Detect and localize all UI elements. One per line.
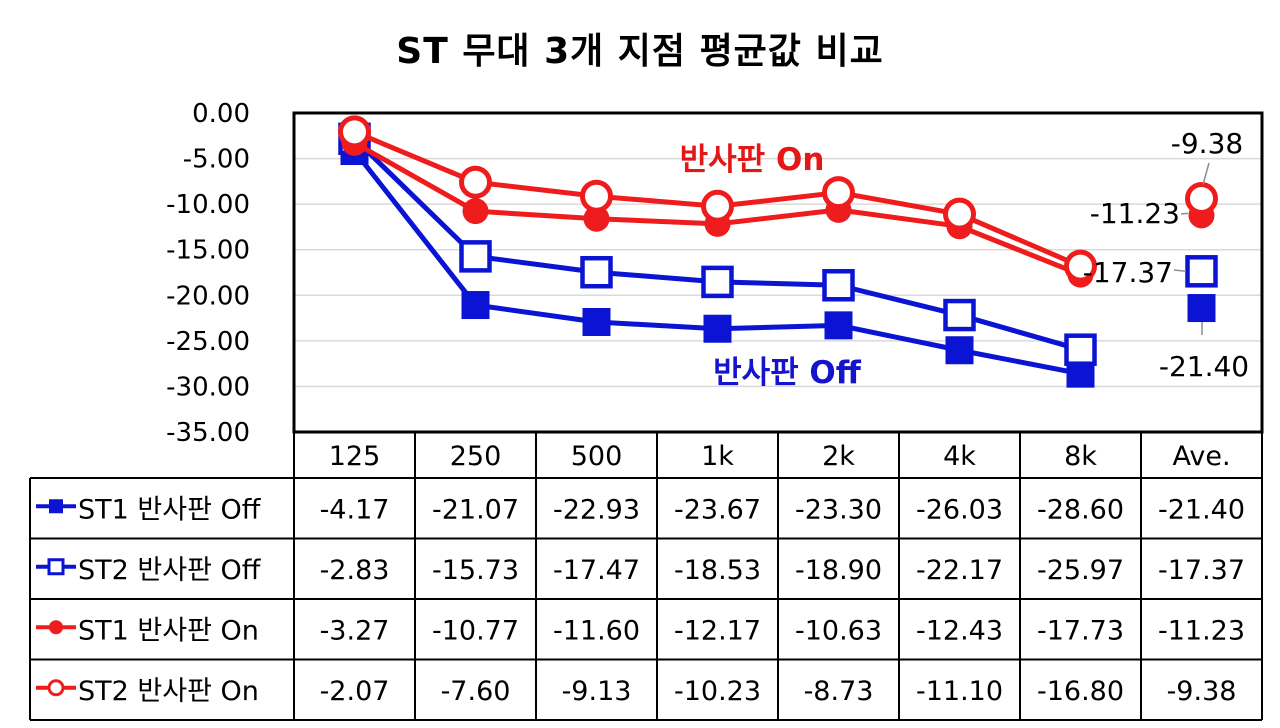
table-cell: -10.63 xyxy=(795,615,882,646)
table-cell: -2.07 xyxy=(320,676,390,707)
y-tick-label: -10.00 xyxy=(166,190,250,220)
table-cell: -9.38 xyxy=(1167,676,1237,707)
table-cell: -18.53 xyxy=(674,555,761,586)
table-cell: -23.30 xyxy=(795,494,882,525)
table-cell: -11.60 xyxy=(553,615,640,646)
category-label: 125 xyxy=(329,441,381,472)
y-axis-ticks: 0.00 -5.00 -10.00 -15.00 -20.00 -25.00 -30.00 -… xyxy=(166,99,250,448)
table-cell: -15.73 xyxy=(432,555,519,586)
table-cell: -28.60 xyxy=(1037,494,1124,525)
category-label: Ave. xyxy=(1172,441,1230,472)
data-point xyxy=(582,307,611,336)
table-cell: -21.07 xyxy=(432,494,519,525)
y-tick-label: -25.00 xyxy=(166,327,250,357)
data-point xyxy=(583,205,610,232)
data-point xyxy=(580,179,613,213)
data-point xyxy=(459,165,492,199)
legend-marker xyxy=(47,558,65,576)
data-point xyxy=(338,115,371,149)
y-tick-label: -20.00 xyxy=(166,281,250,311)
legend-label: ST2 반사판 On xyxy=(78,676,259,707)
legend-marker xyxy=(49,499,63,514)
table-cell: -10.23 xyxy=(674,676,761,707)
legend-marker xyxy=(49,620,63,635)
legend-key xyxy=(36,499,76,514)
data-point xyxy=(701,265,734,299)
data-point xyxy=(945,336,974,365)
category-label: 250 xyxy=(450,441,502,472)
series-4 xyxy=(338,115,1218,283)
data-point xyxy=(1064,249,1097,283)
category-label: 1k xyxy=(701,441,734,472)
data-point xyxy=(461,291,490,320)
data-point xyxy=(822,176,855,210)
data-point xyxy=(943,298,976,332)
leader-line xyxy=(1202,162,1210,185)
table-cell: -12.17 xyxy=(674,615,761,646)
data-point xyxy=(1185,255,1218,288)
data-point xyxy=(824,311,853,340)
table-cell: -17.73 xyxy=(1037,615,1124,646)
table-cell: -2.83 xyxy=(320,555,390,586)
annotation-on: 반사판 On xyxy=(680,142,825,178)
table-cell: -10.77 xyxy=(432,615,519,646)
ave-data-label: -21.40 xyxy=(1159,350,1249,383)
data-point xyxy=(459,240,492,273)
legend-label: ST1 반사판 Off xyxy=(78,494,262,525)
ave-data-label: -9.38 xyxy=(1171,127,1243,160)
table-cell: -25.97 xyxy=(1037,555,1124,586)
y-tick-label: -15.00 xyxy=(166,236,250,266)
category-label: 2k xyxy=(822,441,855,472)
data-point xyxy=(822,269,855,302)
table-cell: -8.73 xyxy=(804,676,874,707)
ave-data-label: -11.23 xyxy=(1090,197,1180,230)
table-cell: -4.17 xyxy=(320,494,390,525)
table-cell: -18.90 xyxy=(795,555,882,586)
category-label: 4k xyxy=(943,441,976,472)
chart-title: ST 무대 3개 지점 평균값 비교 xyxy=(396,31,884,72)
legend-key xyxy=(36,620,76,635)
data-point xyxy=(701,189,734,223)
ave-data-label: -17.37 xyxy=(1083,256,1173,289)
data-point xyxy=(462,198,489,225)
legend-label: ST1 반사판 On xyxy=(78,615,259,646)
table-cell: -22.17 xyxy=(916,555,1003,586)
annotations: 반사판 On 반사판 Off -9.38 -11.23 -17.37 -21.40 xyxy=(680,127,1250,391)
data-point xyxy=(943,197,976,231)
table-cell: -11.10 xyxy=(916,676,1003,707)
y-tick-label: -5.00 xyxy=(183,145,250,175)
data-point xyxy=(1187,294,1216,323)
leader-line xyxy=(1180,212,1189,215)
y-tick-label: 0.00 xyxy=(192,99,250,129)
leader-line xyxy=(1173,269,1187,273)
data-point xyxy=(1064,333,1097,366)
table-cell: -26.03 xyxy=(916,494,1003,525)
category-label: 500 xyxy=(571,441,623,472)
table-cell: -23.67 xyxy=(674,494,761,525)
data-point xyxy=(580,255,613,289)
table-cell: -7.60 xyxy=(441,676,511,707)
category-label: 8k xyxy=(1064,441,1097,472)
table-cell: -22.93 xyxy=(553,494,640,525)
table-cell: -12.43 xyxy=(916,615,1003,646)
table-cell: -9.13 xyxy=(562,676,632,707)
series-lines xyxy=(338,115,1218,388)
table-cell: -17.37 xyxy=(1158,555,1245,586)
data-table: 125 250 500 1k 2k 4k 8k Ave. ST1 반사판 Off -4.17 -21… xyxy=(29,431,1263,721)
table-cell: -21.40 xyxy=(1158,494,1245,525)
y-tick-label: -35.00 xyxy=(166,418,250,448)
data-point xyxy=(703,314,732,343)
legend-marker xyxy=(47,679,65,697)
legend-key xyxy=(36,558,76,576)
y-tick-label: -30.00 xyxy=(166,372,250,402)
table-cell: -11.23 xyxy=(1158,615,1245,646)
table-cell: -17.47 xyxy=(553,555,640,586)
annotation-off: 반사판 Off xyxy=(713,355,862,391)
table-cell: -3.27 xyxy=(320,615,390,646)
legend-label: ST2 반사판 Off xyxy=(78,555,262,586)
legend-key xyxy=(36,679,76,697)
data-point xyxy=(1185,181,1218,215)
table-cell: -16.80 xyxy=(1037,676,1124,707)
